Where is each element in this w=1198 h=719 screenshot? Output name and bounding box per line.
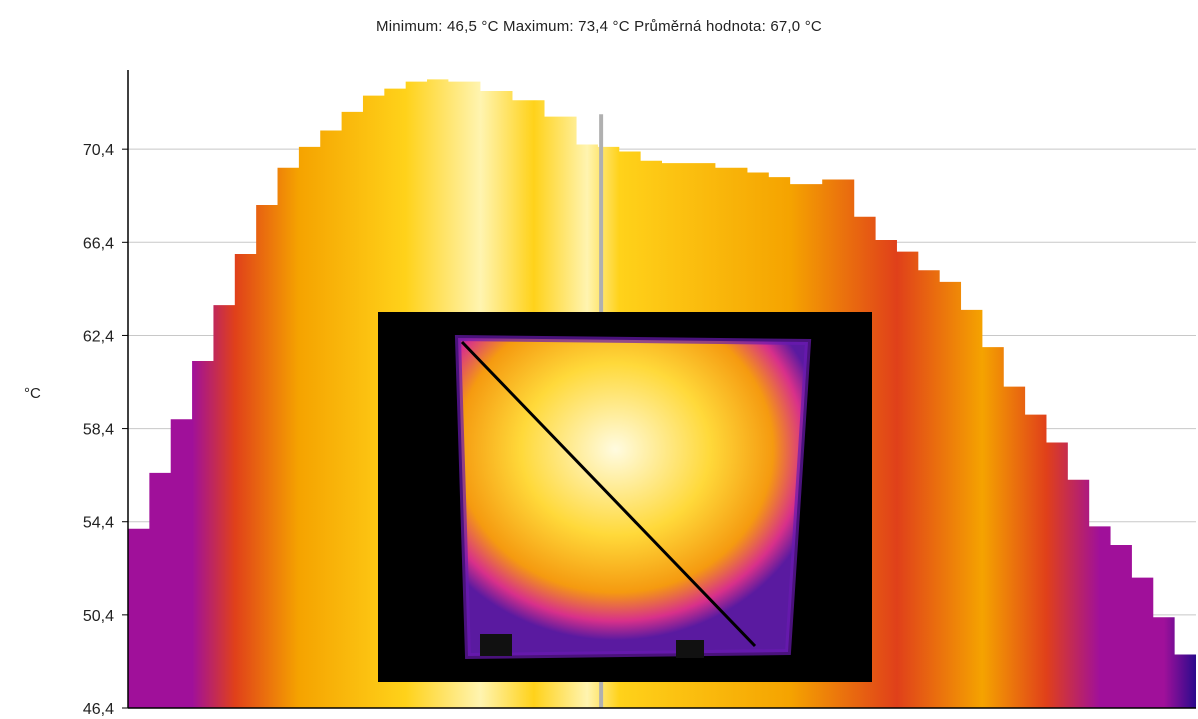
panel-foot-right [676, 640, 704, 658]
stats-title: Minimum: 46,5 °C Maximum: 73,4 °C Průměr… [0, 18, 1198, 35]
thermal-panel-edge [454, 334, 812, 660]
max-unit: °C [612, 18, 630, 35]
thermal-image [378, 312, 872, 682]
avg-label: Průměrná hodnota: [634, 18, 766, 35]
max-value: 73,4 [578, 18, 609, 35]
thermal-panel [458, 338, 808, 656]
y-tick-label: 66,4 [83, 235, 114, 252]
avg-value: 67,0 [770, 18, 801, 35]
y-tick-label: 62,4 [83, 328, 114, 345]
avg-unit: °C [804, 18, 822, 35]
panel-foot-left [480, 634, 512, 656]
y-tick-label: 70,4 [83, 142, 114, 159]
y-tick-label: 50,4 [83, 608, 114, 625]
max-label: Maximum: [503, 18, 574, 35]
y-tick-label: 54,4 [83, 515, 114, 532]
min-value: 46,5 [447, 18, 478, 35]
y-tick-labels: 46,4 50,4 54,4 58,4 62,4 66,4 70,4 [83, 142, 128, 718]
y-tick-label: 46,4 [83, 701, 114, 718]
axes [127, 70, 1196, 709]
y-tick-label: 58,4 [83, 422, 114, 439]
measurement-line[interactable] [460, 340, 757, 648]
min-unit: °C [481, 18, 499, 35]
y-axis-label: °C [24, 385, 41, 402]
min-label: Minimum: [376, 18, 443, 35]
